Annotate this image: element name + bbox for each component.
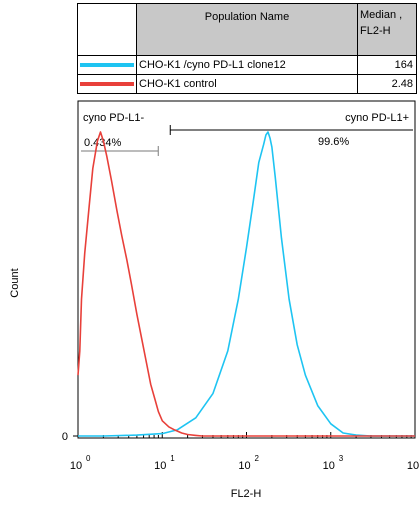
legend-header-median: Median , FL2-H — [357, 3, 417, 56]
x-tick-label-exponent: 2 — [255, 454, 260, 463]
gate-name-positive: cyno PD-L1+ — [345, 112, 409, 124]
x-tick-label-base: 10 — [238, 460, 250, 472]
x-tick-label-base: 10 — [154, 460, 166, 472]
x-tick-label-base: 10 — [70, 460, 82, 472]
x-tick-label-exponent: 3 — [339, 454, 344, 463]
gates-layer: cyno PD-L1- 0.434% cyno PD-L1+ 99.6% — [81, 112, 413, 156]
y-axis-label: Count — [9, 268, 21, 297]
series-layer — [77, 131, 415, 437]
x-tick-label-base: 10 — [323, 460, 335, 472]
legend-median-clone12: 164 — [357, 55, 417, 75]
legend-name-control: CHO-K1 control — [136, 74, 358, 94]
gate-name-negative: cyno PD-L1- — [83, 112, 144, 124]
legend-name-clone12: CHO-K1 /cyno PD-L1 clone12 — [136, 55, 358, 75]
x-tick-label-exponent: 0 — [86, 454, 91, 463]
series-line-control — [77, 131, 415, 437]
ticks-layer: 1001011021031040 — [62, 431, 419, 472]
y-tick-label: 0 — [62, 431, 68, 443]
gate-percent-negative: 0.434% — [84, 137, 122, 149]
x-tick-label-exponent: 1 — [170, 454, 175, 463]
legend-median-control: 2.48 — [357, 74, 417, 94]
legend-row-clone12: CHO-K1 /cyno PD-L1 clone12 164 — [77, 55, 417, 75]
gate-percent-positive: 99.6% — [318, 136, 349, 148]
x-axis-label: FL2-H — [231, 488, 262, 500]
legend-swatch-line-clone12 — [80, 63, 134, 67]
legend-row-control: CHO-K1 control 2.48 — [77, 74, 417, 94]
legend-table: Population Name Median , FL2-H CHO-K1 /c… — [77, 3, 417, 94]
legend-header-swatch — [77, 3, 137, 56]
x-tick-label-base: 10 — [407, 460, 419, 472]
legend-swatch-line-control — [80, 82, 134, 86]
series-line-clone12 — [78, 131, 415, 437]
